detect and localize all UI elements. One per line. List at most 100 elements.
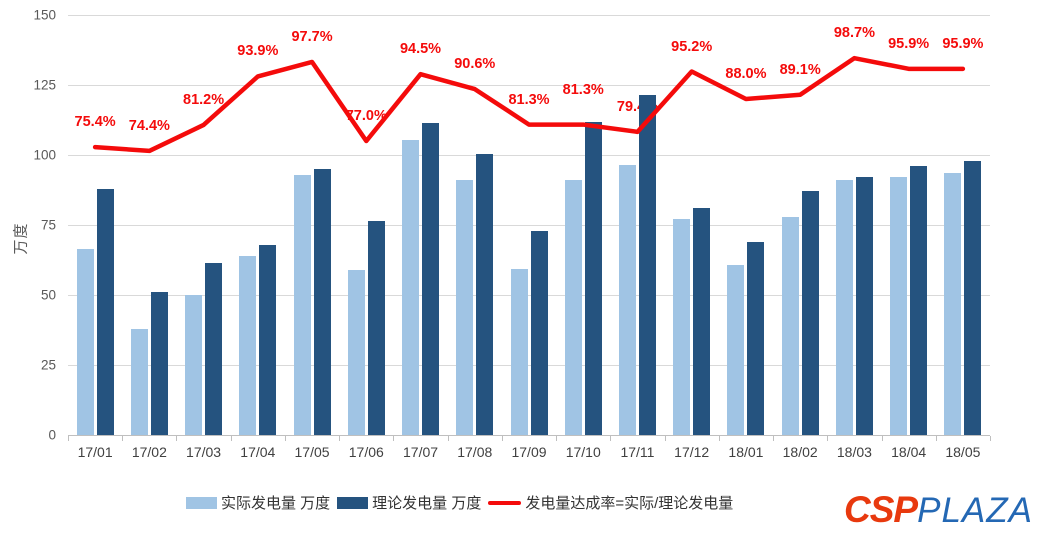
theoretical-generation-bar <box>747 242 765 435</box>
x-axis-tick <box>230 436 232 441</box>
rate-data-label: 95.9% <box>942 35 984 52</box>
y-tick-label-150: 150 <box>33 7 56 23</box>
actual-generation-bar <box>347 269 365 435</box>
x-category-label: 18/05 <box>945 444 981 460</box>
x-axis-tick <box>827 436 829 441</box>
x-axis-tick <box>284 436 286 441</box>
x-axis-tick <box>339 436 341 441</box>
rate-line-swatch-icon <box>488 500 522 505</box>
theoretical-generation-bar <box>422 122 440 435</box>
x-category-label: 17/11 <box>620 444 655 460</box>
csp-plaza-logo: CSPPLAZA <box>844 490 1033 537</box>
x-axis-line <box>68 435 990 436</box>
theoretical-generation-bar <box>150 291 168 435</box>
rate-data-label: 81.3% <box>562 81 604 98</box>
gridline-50 <box>68 294 990 296</box>
y-tick-label-100: 100 <box>33 147 56 163</box>
x-category-label: 17/09 <box>511 444 547 460</box>
x-axis-tick <box>610 436 612 441</box>
rate-data-label: 95.2% <box>671 38 713 55</box>
x-axis-tick <box>122 436 124 441</box>
legend-item-actual: 实际发电量 万度 <box>186 492 330 513</box>
x-axis-tick <box>718 436 720 441</box>
gridline-125 <box>68 84 990 86</box>
actual-generation-bar <box>510 268 528 435</box>
theoretical-generation-bar <box>367 220 385 435</box>
theoretical-generation-bar <box>910 166 928 435</box>
x-axis-tick <box>773 436 775 441</box>
theoretical-generation-bar <box>96 188 114 435</box>
rate-data-label: 94.5% <box>399 41 442 58</box>
actual-generation-bar <box>239 256 257 435</box>
actual-generation-bar <box>781 217 799 435</box>
actual-generation-bar <box>456 180 474 435</box>
rate-data-label: 93.9% <box>237 43 279 60</box>
rate-data-label: 75.4% <box>74 114 116 131</box>
theoretical-generation-bar <box>855 176 873 435</box>
x-category-label: 18/01 <box>728 444 764 460</box>
theoretical-bar-swatch-icon <box>337 496 369 509</box>
x-category-label: 18/03 <box>836 444 872 460</box>
x-axis-tick <box>881 436 883 441</box>
rate-data-label: 81.2% <box>183 91 225 108</box>
actual-bar-swatch-icon <box>186 496 217 509</box>
y-tick-label-0: 0 <box>48 427 56 443</box>
x-category-label: 17/07 <box>402 444 439 460</box>
x-axis-tick <box>990 436 991 441</box>
actual-generation-bar <box>835 180 853 435</box>
x-axis-tick <box>556 436 558 441</box>
x-axis-tick <box>176 436 178 441</box>
x-axis-tick <box>664 436 666 441</box>
x-axis-tick <box>501 436 503 441</box>
rate-data-label: 74.4% <box>128 117 170 134</box>
gridline-100 <box>68 154 990 156</box>
gridline-150 <box>68 14 990 16</box>
x-category-label: 18/04 <box>891 444 927 460</box>
legend-item-rate: 发电量达成率=实际/理论发电量 <box>488 492 733 513</box>
gridline-75 <box>68 224 990 226</box>
x-category-label: 17/03 <box>186 444 222 460</box>
x-category-label: 17/04 <box>240 444 276 460</box>
y-tick-label-50: 50 <box>40 287 56 303</box>
x-axis-tick <box>393 436 395 441</box>
x-category-label: 17/01 <box>77 444 113 460</box>
rate-data-label: 81.3% <box>508 91 550 108</box>
legend-item-theoretical: 理论发电量 万度 <box>337 492 481 513</box>
actual-generation-bar <box>76 249 94 435</box>
y-tick-label-25: 25 <box>40 357 56 373</box>
logo-plaza-text: PLAZA <box>917 491 1033 530</box>
chart-legend: 实际发电量 万度 理论发电量 万度 发电量达成率=实际/理论发电量 <box>186 492 733 513</box>
theoretical-generation-bar <box>530 230 548 435</box>
actual-generation-bar <box>673 218 691 435</box>
theoretical-generation-bar <box>801 190 819 435</box>
theoretical-generation-bar <box>638 94 656 435</box>
gridline-25 <box>68 364 990 366</box>
x-category-label: 17/10 <box>565 444 601 460</box>
theoretical-generation-bar <box>259 244 277 435</box>
theoretical-generation-bar <box>476 153 494 435</box>
logo-csp-text: CSP <box>844 489 918 530</box>
x-axis-tick <box>447 436 449 441</box>
actual-generation-bar <box>130 328 148 435</box>
x-axis-tick <box>935 436 937 441</box>
actual-generation-bar <box>564 180 582 435</box>
rate-data-label: 89.1% <box>779 61 821 78</box>
theoretical-generation-bar <box>205 262 223 435</box>
x-category-label: 17/05 <box>294 444 330 460</box>
legend-label-theoretical: 理论发电量 万度 <box>372 495 482 512</box>
theoretical-generation-bar <box>964 161 982 435</box>
rate-data-label: 88.0% <box>725 66 767 82</box>
theoretical-generation-bar <box>584 121 602 435</box>
actual-generation-bar <box>185 295 203 435</box>
x-category-label: 18/02 <box>782 444 818 460</box>
actual-generation-bar <box>293 175 311 435</box>
y-tick-label-125: 125 <box>33 77 56 93</box>
rate-data-label: 90.6% <box>454 56 496 73</box>
x-category-label: 17/08 <box>457 444 493 460</box>
theoretical-generation-bar <box>313 169 331 435</box>
actual-generation-bar <box>618 164 636 435</box>
x-category-label: 17/12 <box>674 444 710 460</box>
x-category-label: 17/02 <box>131 444 167 460</box>
x-category-label: 17/06 <box>348 444 384 460</box>
